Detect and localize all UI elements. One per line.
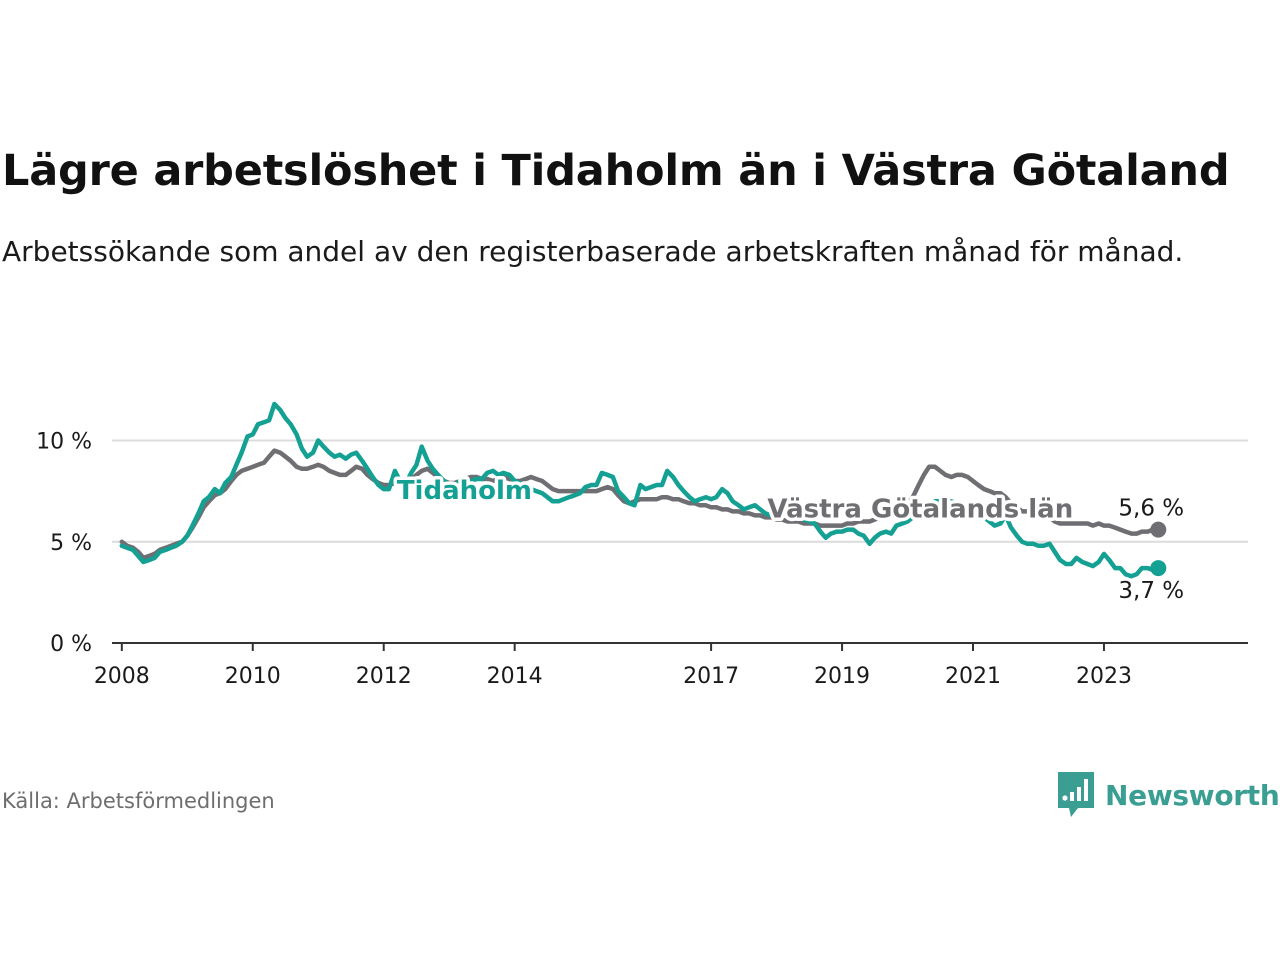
x-tick-label: 2023 xyxy=(1076,664,1132,689)
series-labels: 3,7 % 5,6 % Tidaholm Västra Götalands län xyxy=(393,473,1184,604)
line-chart: 0 %5 %10 % 2008 2010 2012 2014 2017 2019 2021 2… xyxy=(36,401,1248,689)
x-axis-ticks: 2008 2010 2012 2014 2017 2019 2021 2023 xyxy=(94,643,1132,689)
y-axis-tick-labels: 0 % 5 % 10 % xyxy=(36,430,92,658)
end-value-label-tidaholm: 3,7 % xyxy=(1118,578,1184,604)
y-gridlines xyxy=(112,439,1248,543)
x-tick-label: 2019 xyxy=(814,664,870,689)
brand-logo[interactable]: Newsworthy xyxy=(1058,772,1280,818)
chart-title: Lägre arbetslöshet i Tidaholm än i Västr… xyxy=(2,146,1230,196)
x-tick-label: 2017 xyxy=(683,664,739,689)
brand-name: Newsworthy xyxy=(1105,778,1280,812)
y-tick-label: 5 % xyxy=(50,531,92,556)
series-lines xyxy=(119,401,1167,579)
y-tick-label: 0 % xyxy=(50,632,92,657)
x-tick-label: 2010 xyxy=(225,664,281,689)
end-point-region xyxy=(1150,521,1167,538)
x-tick-label: 2014 xyxy=(487,664,543,689)
end-value-label-region: 5,6 % xyxy=(1118,496,1184,522)
x-tick-label: 2008 xyxy=(94,664,150,689)
series-line-tidaholm xyxy=(119,401,1161,579)
series-line-region xyxy=(119,448,1161,561)
newsworthy-logo-icon xyxy=(1058,772,1094,817)
x-tick-label: 2021 xyxy=(945,664,1001,689)
series-label-region: Västra Götalands län xyxy=(767,494,1073,524)
source-note: Källa: Arbetsförmedlingen xyxy=(2,789,275,813)
y-tick-label: 10 % xyxy=(36,430,92,455)
chart-subtitle: Arbetssökande som andel av den registerb… xyxy=(2,235,1184,268)
end-point-tidaholm xyxy=(1150,560,1167,577)
series-label-tidaholm: Tidaholm xyxy=(397,476,532,506)
x-tick-label: 2012 xyxy=(356,664,412,689)
